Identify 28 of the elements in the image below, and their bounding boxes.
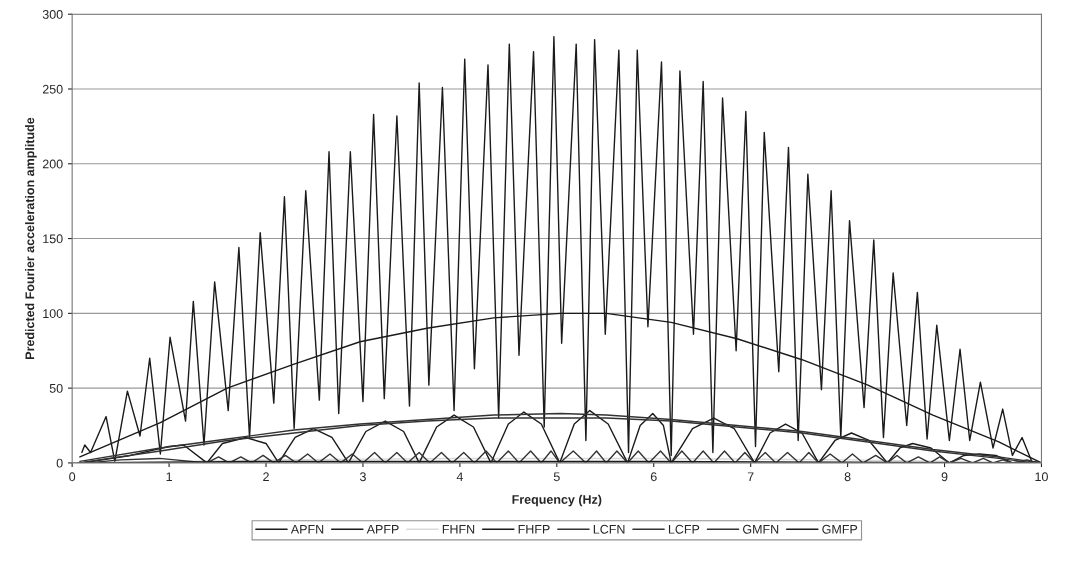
x-tick-label: 4 — [456, 472, 463, 482]
legend-label: FHFP — [518, 524, 550, 534]
x-tick-label: 8 — [844, 472, 851, 482]
y-tick-label: 150 — [43, 234, 63, 244]
legend-label: LCFP — [668, 524, 700, 534]
legend-label: APFN — [290, 524, 324, 534]
x-axis-title: Frequency (Hz) — [512, 494, 602, 507]
legend-label: GMFN — [743, 524, 779, 534]
x-tick-label: 1 — [166, 472, 172, 482]
y-tick-label: 250 — [42, 84, 63, 94]
legend-label: LCFN — [593, 524, 625, 534]
y-tick-label: 0 — [56, 458, 63, 468]
y-tick-label: 200 — [42, 159, 63, 169]
x-tick-label: 9 — [941, 472, 948, 482]
y-tick-label: 100 — [43, 309, 63, 318]
x-tick-label: 0 — [69, 472, 76, 482]
y-tick-label: 300 — [42, 10, 63, 19]
x-tick-label: 6 — [650, 472, 657, 482]
y-tick-label: 50 — [49, 383, 63, 393]
legend-label: FHFN — [442, 524, 475, 534]
legend-label: GMFP — [822, 524, 858, 534]
y-axis-title: Predicted Fourier acceleration amplitude — [25, 117, 37, 359]
x-tick-label: 3 — [359, 472, 366, 482]
x-tick-label: 10 — [1035, 472, 1048, 482]
x-tick-label: 7 — [747, 472, 754, 482]
legend-label: APFP — [366, 524, 399, 534]
x-tick-label: 2 — [263, 472, 269, 482]
x-tick-label: 5 — [553, 472, 560, 482]
